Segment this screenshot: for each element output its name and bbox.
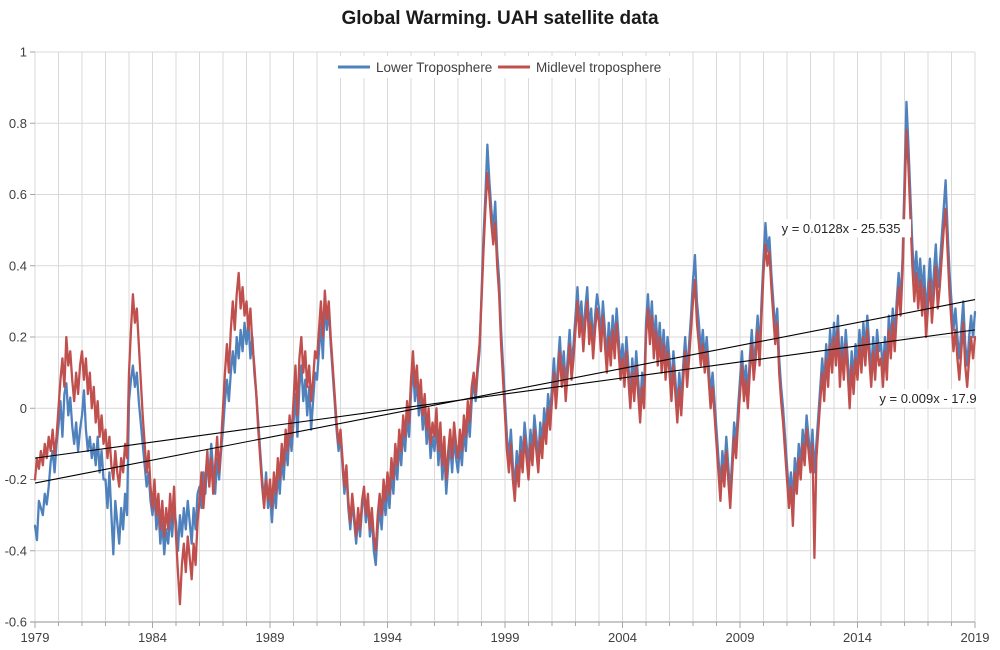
legend-label-midlevel-troposphere: Midlevel troposphere (536, 60, 661, 75)
x-tick-label: 2009 (726, 630, 755, 645)
axes-layer: 1979 1984 1989 1994 1999 2004 2009 2014 2019 1 0.8… (5, 45, 990, 646)
legend: Lower Troposphere Midlevel troposphere (328, 56, 692, 78)
y-tick-label: -0.2 (5, 472, 27, 487)
x-tick-label: 1999 (491, 630, 520, 645)
x-tick-label: 1989 (256, 630, 285, 645)
y-tick-label: -0.4 (5, 543, 27, 558)
trendline-label-background (771, 219, 912, 238)
y-tick-label: 0 (20, 401, 27, 416)
series-line-midlevel-troposphere (33, 129, 977, 606)
trendline-label-background (867, 389, 989, 408)
trendline-equation-label: y = 0.0128x - 25.535 (782, 221, 901, 236)
x-tick-label: 1984 (138, 630, 167, 645)
y-tick-label: 1 (20, 45, 27, 60)
y-tick-label: 0.8 (9, 116, 27, 131)
series-layer (33, 100, 977, 606)
trendline-equation-label: y = 0.009x - 17.9 (879, 391, 976, 406)
y-tick-label: -0.6 (5, 615, 27, 630)
trendline-layer: y = 0.0128x - 25.535 y = 0.009x - 17.9 (34, 219, 989, 484)
x-tick-label: 2004 (608, 630, 637, 645)
x-tick-label: 2019 (961, 630, 990, 645)
y-tick-label: 0.2 (9, 330, 27, 345)
x-tick-label: 1994 (373, 630, 402, 645)
y-tick-label: 0.6 (9, 187, 27, 202)
y-tick-label: 0.4 (9, 258, 27, 273)
x-tick-label: 1979 (21, 630, 50, 645)
trendline (34, 299, 976, 484)
legend-label-lower-troposphere: Lower Troposphere (376, 60, 492, 75)
trendline (34, 329, 976, 459)
chart-title: Global Warming. UAH satellite data (341, 8, 659, 29)
x-tick-label: 2014 (843, 630, 872, 645)
